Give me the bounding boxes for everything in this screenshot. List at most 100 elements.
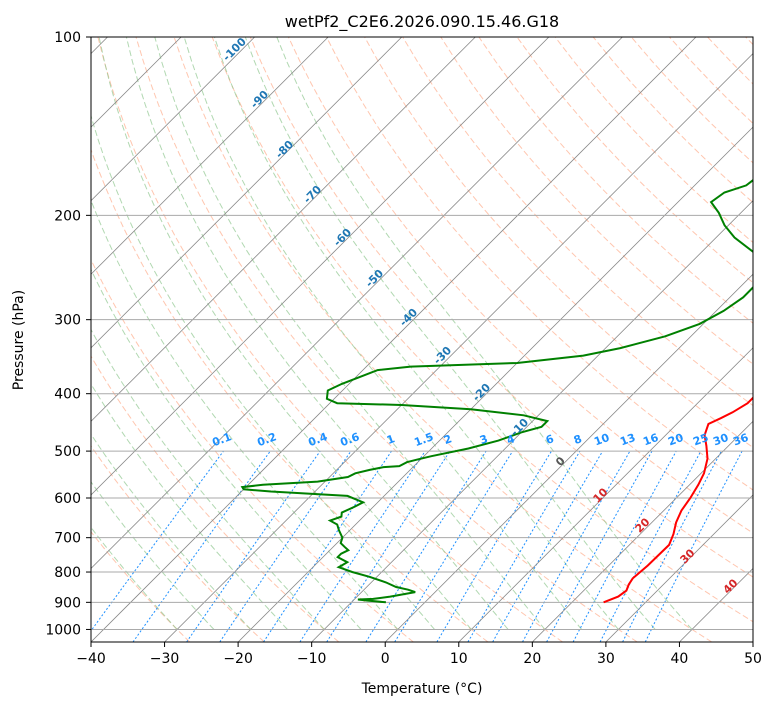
dry-adiabat: [249, 37, 753, 578]
chart-title: wetPf2_C2E6.2026.090.15.46.G18: [285, 12, 559, 32]
mixing-ratio-label: 0.2: [255, 430, 278, 449]
warm-isotherm-label: 10: [591, 485, 611, 505]
isotherm: [237, 126, 753, 642]
isotherm: [91, 37, 623, 570]
dry-adiabat: [554, 37, 753, 244]
mixing-ratio-label: 20: [666, 431, 685, 449]
mixing-ratio-label: 0.4: [306, 430, 329, 449]
mixing-ratio-line: [219, 450, 352, 642]
isotherm-label: -20: [470, 381, 493, 404]
moist-adiabat: [91, 328, 325, 630]
isotherm-label: -50: [363, 267, 386, 290]
y-tick-label: 800: [54, 565, 81, 581]
mixing-ratio-label: 36: [731, 431, 750, 449]
mixing-ratio-line: [186, 450, 321, 642]
dry-adiabat: [91, 445, 265, 642]
warm-isotherm-label: 30: [678, 546, 698, 566]
moist-adiabat: [98, 37, 472, 630]
warm-isotherm-label: 40: [721, 576, 741, 596]
mixing-ratio-line: [326, 450, 451, 642]
isotherm: [91, 37, 550, 496]
mixing-ratio-label: 1.5: [412, 430, 435, 449]
isotherm-label: -60: [331, 226, 354, 249]
moist-adiabat: [91, 113, 435, 630]
dry-adiabat: [173, 37, 713, 642]
mixing-ratio-label: 3: [478, 432, 490, 447]
y-tick-label: 900: [54, 595, 81, 611]
dry-adiabat: [91, 148, 489, 642]
x-tick-label: −10: [297, 651, 327, 667]
isotherm: [311, 200, 753, 642]
dry-adiabat: [211, 37, 753, 623]
moist-adiabat: [244, 37, 656, 630]
mixing-ratio-label: 0.1: [210, 430, 233, 449]
mixing-ratio-line: [622, 450, 722, 642]
x-axis: −40 −30 −20 −10 0 10 20 30 40 50: [76, 642, 762, 667]
mixing-ratio-label: 0.6: [338, 430, 361, 449]
isotherm: [91, 37, 329, 275]
dry-adiabat: [402, 37, 753, 407]
x-tick-label: −20: [223, 651, 253, 667]
y-tick-label: 500: [54, 444, 81, 460]
y-tick-label: 100: [54, 30, 81, 46]
y-tick-label: 200: [54, 208, 81, 224]
dry-adiabat: [516, 37, 753, 284]
x-axis-label: Temperature (°C): [361, 681, 483, 697]
mixing-ratio-line: [522, 450, 631, 642]
isotherm-label: -90: [248, 88, 271, 111]
mixing-ratio-line: [394, 450, 514, 642]
mixing-ratio-line: [599, 450, 702, 642]
mixing-ratio-line: [436, 450, 552, 642]
isotherm: [679, 567, 753, 642]
y-tick-label: 700: [54, 531, 81, 547]
mixing-ratio-label: 30: [711, 431, 730, 449]
plot-frame: [90, 36, 754, 643]
moist-adiabat: [276, 37, 693, 630]
x-tick-label: 20: [523, 651, 541, 667]
sounding-profiles: [240, 178, 753, 604]
dry-adiabat: [440, 37, 753, 365]
x-tick-label: −30: [150, 651, 180, 667]
isotherm: [752, 641, 753, 642]
line-annotations: -100-90-80-70-60-50-40-30-20-100.1 0.2 0.4…: [210, 35, 750, 597]
x-tick-label: 40: [671, 651, 689, 667]
dry-adiabat: [91, 355, 340, 642]
isotherm-label: -80: [273, 138, 296, 161]
mixing-ratio-label: 6: [544, 432, 556, 447]
pressure-gridlines: [91, 37, 753, 630]
mixing-ratio-label: 13: [618, 431, 637, 448]
moist-adiabat: [183, 37, 583, 630]
isotherm-label: -70: [301, 183, 324, 206]
isotherm: [164, 52, 753, 642]
mixing-ratio-label: 16: [641, 431, 660, 449]
moist-adiabat: [91, 433, 252, 630]
isotherm: [91, 37, 697, 642]
mixing-ratio-line: [467, 450, 581, 642]
moist-adiabat: [125, 37, 509, 630]
moist-adiabat: [91, 481, 215, 630]
moist-adiabat: [91, 526, 178, 630]
mixing-ratio-line: [91, 450, 224, 632]
mixing-ratio-line: [263, 450, 392, 642]
isotherm: [605, 494, 753, 642]
isotherm-label: -100: [220, 35, 249, 64]
x-tick-label: 0: [381, 651, 390, 667]
moist-adiabat: [91, 383, 288, 630]
y-tick-label: 400: [54, 387, 81, 403]
mixing-ratio-label: 1: [385, 432, 397, 447]
mixing-ratio-line: [644, 450, 743, 642]
y-tick-label: 600: [54, 491, 81, 507]
mixing-ratio-label: 25: [691, 431, 710, 448]
moist-adiabat: [213, 37, 619, 630]
isotherm-label: -30: [431, 344, 454, 367]
mixing-ratio-label: 4: [505, 432, 517, 447]
dry-adiabat: [707, 37, 753, 85]
mixing-ratio-line: [572, 450, 677, 642]
isotherm: [91, 37, 255, 202]
x-tick-label: 50: [744, 651, 762, 667]
y-axis: 100 200 300 400 500 600 700 800 900 1000: [45, 30, 91, 638]
mixing-ratio-label: 2: [442, 432, 454, 447]
x-tick-label: −40: [76, 651, 106, 667]
dry-adiabat: [326, 37, 753, 491]
